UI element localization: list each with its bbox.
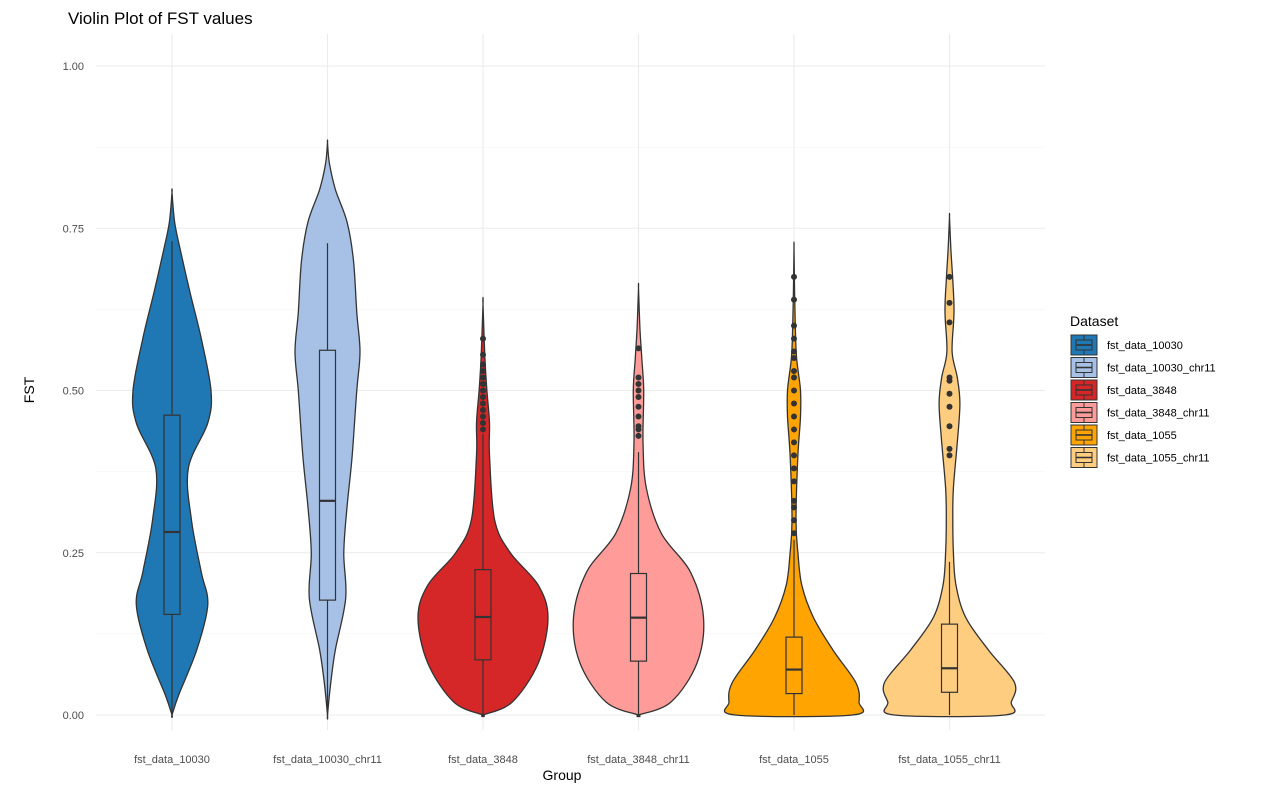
legend-item: fst_data_1055 — [1070, 424, 1177, 446]
outlier-point — [791, 504, 797, 511]
legend-item: fst_data_1055_chr11 — [1070, 447, 1210, 468]
legend-label: fst_data_3848 — [1107, 385, 1177, 397]
outlier-point — [635, 432, 642, 439]
y-tick-label: 0.75 — [63, 223, 84, 235]
outlier-point — [480, 374, 486, 381]
grid — [96, 34, 1045, 730]
outlier-point — [946, 423, 953, 430]
outlier-point — [480, 413, 486, 420]
outlier-point — [635, 393, 642, 400]
x-tick-label: fst_data_1055_chr11 — [898, 754, 1001, 766]
box-iqr — [785, 636, 803, 695]
x-tick-label: fst_data_3848_chr11 — [587, 754, 690, 766]
outlier-point — [635, 374, 642, 381]
outlier-point — [946, 374, 953, 381]
outlier-point — [791, 426, 797, 433]
legend-item: fst_data_3848 — [1070, 379, 1177, 401]
legend-item: fst_data_3848_chr11 — [1070, 402, 1210, 423]
x-tick-label: fst_data_10030_chr11 — [273, 754, 382, 766]
outlier-point — [480, 351, 486, 358]
legend-label: fst_data_3848_chr11 — [1107, 408, 1210, 420]
outlier-point — [480, 400, 486, 407]
outlier-point — [791, 530, 797, 537]
outlier-point — [946, 403, 953, 410]
x-tick-label: fst_data_1055 — [759, 754, 829, 766]
x-tick-label: fst_data_3848 — [448, 754, 518, 766]
legend-label: fst_data_1055_chr11 — [1107, 453, 1210, 465]
x-axis-title: Group — [543, 767, 582, 783]
outlier-point — [791, 296, 797, 303]
outlier-point — [635, 423, 642, 430]
box-iqr — [318, 349, 337, 601]
violin-group — [294, 139, 361, 720]
outlier-point — [791, 478, 797, 485]
violin-group — [572, 282, 705, 718]
x-axis-ticks: fst_data_10030 fst_data_10030_chr11 fst_da… — [134, 754, 1001, 766]
outlier-point — [791, 348, 797, 355]
outlier-point — [635, 381, 642, 388]
legend-item: fst_data_10030 — [1070, 334, 1183, 356]
outlier-point — [791, 413, 797, 420]
legend-label: fst_data_10030_chr11 — [1107, 363, 1216, 375]
y-tick-label: 0.25 — [63, 548, 84, 560]
legend-items: fst_data_10030 fst_data_10030_chr11 fst_da… — [1070, 334, 1216, 468]
outlier-point — [791, 273, 797, 280]
outlier-point — [946, 452, 953, 459]
outlier-point — [480, 368, 486, 375]
outlier-point — [480, 387, 486, 394]
y-tick-label: 0.50 — [63, 386, 84, 398]
outlier-point — [635, 387, 642, 394]
legend-label: fst_data_1055 — [1107, 430, 1177, 442]
outlier-point — [946, 299, 953, 306]
violin-group — [882, 212, 1017, 718]
outlier-point — [946, 319, 953, 326]
y-axis-title: FST — [21, 376, 37, 403]
outlier-point — [480, 381, 486, 388]
box-iqr — [474, 569, 492, 661]
outlier-point — [635, 345, 642, 352]
outlier-point — [480, 426, 486, 433]
box-iqr — [940, 623, 959, 693]
outlier-point — [791, 355, 797, 362]
violin-shape — [882, 212, 1017, 718]
outlier-point — [791, 452, 797, 459]
outlier-point — [946, 273, 953, 280]
outlier-point — [480, 419, 486, 426]
violins — [131, 139, 1017, 720]
outlier-point — [791, 465, 797, 472]
outlier-point — [946, 445, 953, 452]
legend-label: fst_data_10030 — [1107, 340, 1183, 352]
box-iqr — [163, 414, 181, 616]
outlier-point — [791, 439, 797, 446]
y-tick-label: 1.00 — [63, 61, 84, 73]
outlier-point — [791, 368, 797, 375]
violin-group — [131, 188, 213, 719]
legend-title: Dataset — [1070, 313, 1118, 329]
outlier-point — [791, 335, 797, 342]
outlier-point — [480, 393, 486, 400]
outlier-point — [791, 517, 797, 524]
violin-group — [417, 296, 549, 718]
chart-title: Violin Plot of FST values — [68, 9, 253, 28]
violin-group — [723, 241, 865, 718]
outlier-point — [791, 400, 797, 407]
outlier-point — [635, 403, 642, 410]
y-tick-label: 0.00 — [63, 710, 84, 722]
outlier-point — [791, 322, 797, 329]
x-tick-label: fst_data_10030 — [134, 754, 210, 766]
outlier-point — [791, 374, 797, 381]
outlier-point — [480, 406, 486, 413]
outlier-point — [635, 413, 642, 420]
outlier-point — [791, 497, 797, 504]
legend-item: fst_data_10030_chr11 — [1070, 357, 1216, 378]
outlier-point — [480, 361, 486, 368]
outlier-point — [946, 390, 953, 397]
outlier-point — [791, 387, 797, 394]
y-axis-ticks: 0.00 0.25 0.50 0.75 1.00 — [63, 61, 84, 722]
outlier-point — [480, 335, 486, 342]
legend: Dataset fst_data_10030 fst_data_10030_chr… — [1070, 313, 1216, 468]
